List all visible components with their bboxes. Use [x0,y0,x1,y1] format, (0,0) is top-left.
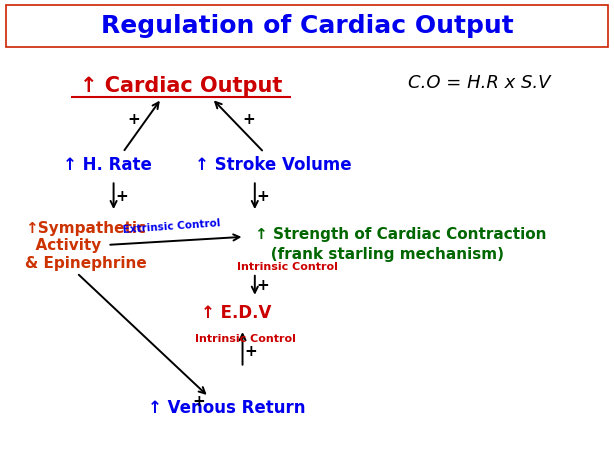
Text: ↑ Venous Return: ↑ Venous Return [149,399,306,417]
Text: +: + [243,111,255,127]
Text: ↑Sympathetic
  Activity
& Epinephrine: ↑Sympathetic Activity & Epinephrine [25,221,146,271]
FancyBboxPatch shape [6,5,608,47]
Text: Extrinsic Control: Extrinsic Control [123,219,221,235]
Text: Regulation of Cardiac Output: Regulation of Cardiac Output [101,14,513,38]
Text: ↑ H. Rate: ↑ H. Rate [63,156,152,174]
Text: ↑ E.D.V: ↑ E.D.V [201,304,271,322]
Text: ↑ Cardiac Output: ↑ Cardiac Output [80,76,282,96]
Text: +: + [257,277,269,293]
Text: (frank starling mechanism): (frank starling mechanism) [255,247,504,262]
Text: +: + [128,111,140,127]
Text: Intrinsic Control: Intrinsic Control [237,262,338,272]
Text: Intrinsic Control: Intrinsic Control [195,334,296,344]
Text: ↑ Strength of Cardiac Contraction: ↑ Strength of Cardiac Contraction [255,227,546,242]
Text: +: + [192,394,204,409]
Text: +: + [257,189,269,204]
Text: +: + [115,189,128,204]
Text: ↑ Stroke Volume: ↑ Stroke Volume [195,156,352,174]
Text: C.O = H.R x S.V: C.O = H.R x S.V [408,74,550,92]
Text: +: + [244,344,257,359]
